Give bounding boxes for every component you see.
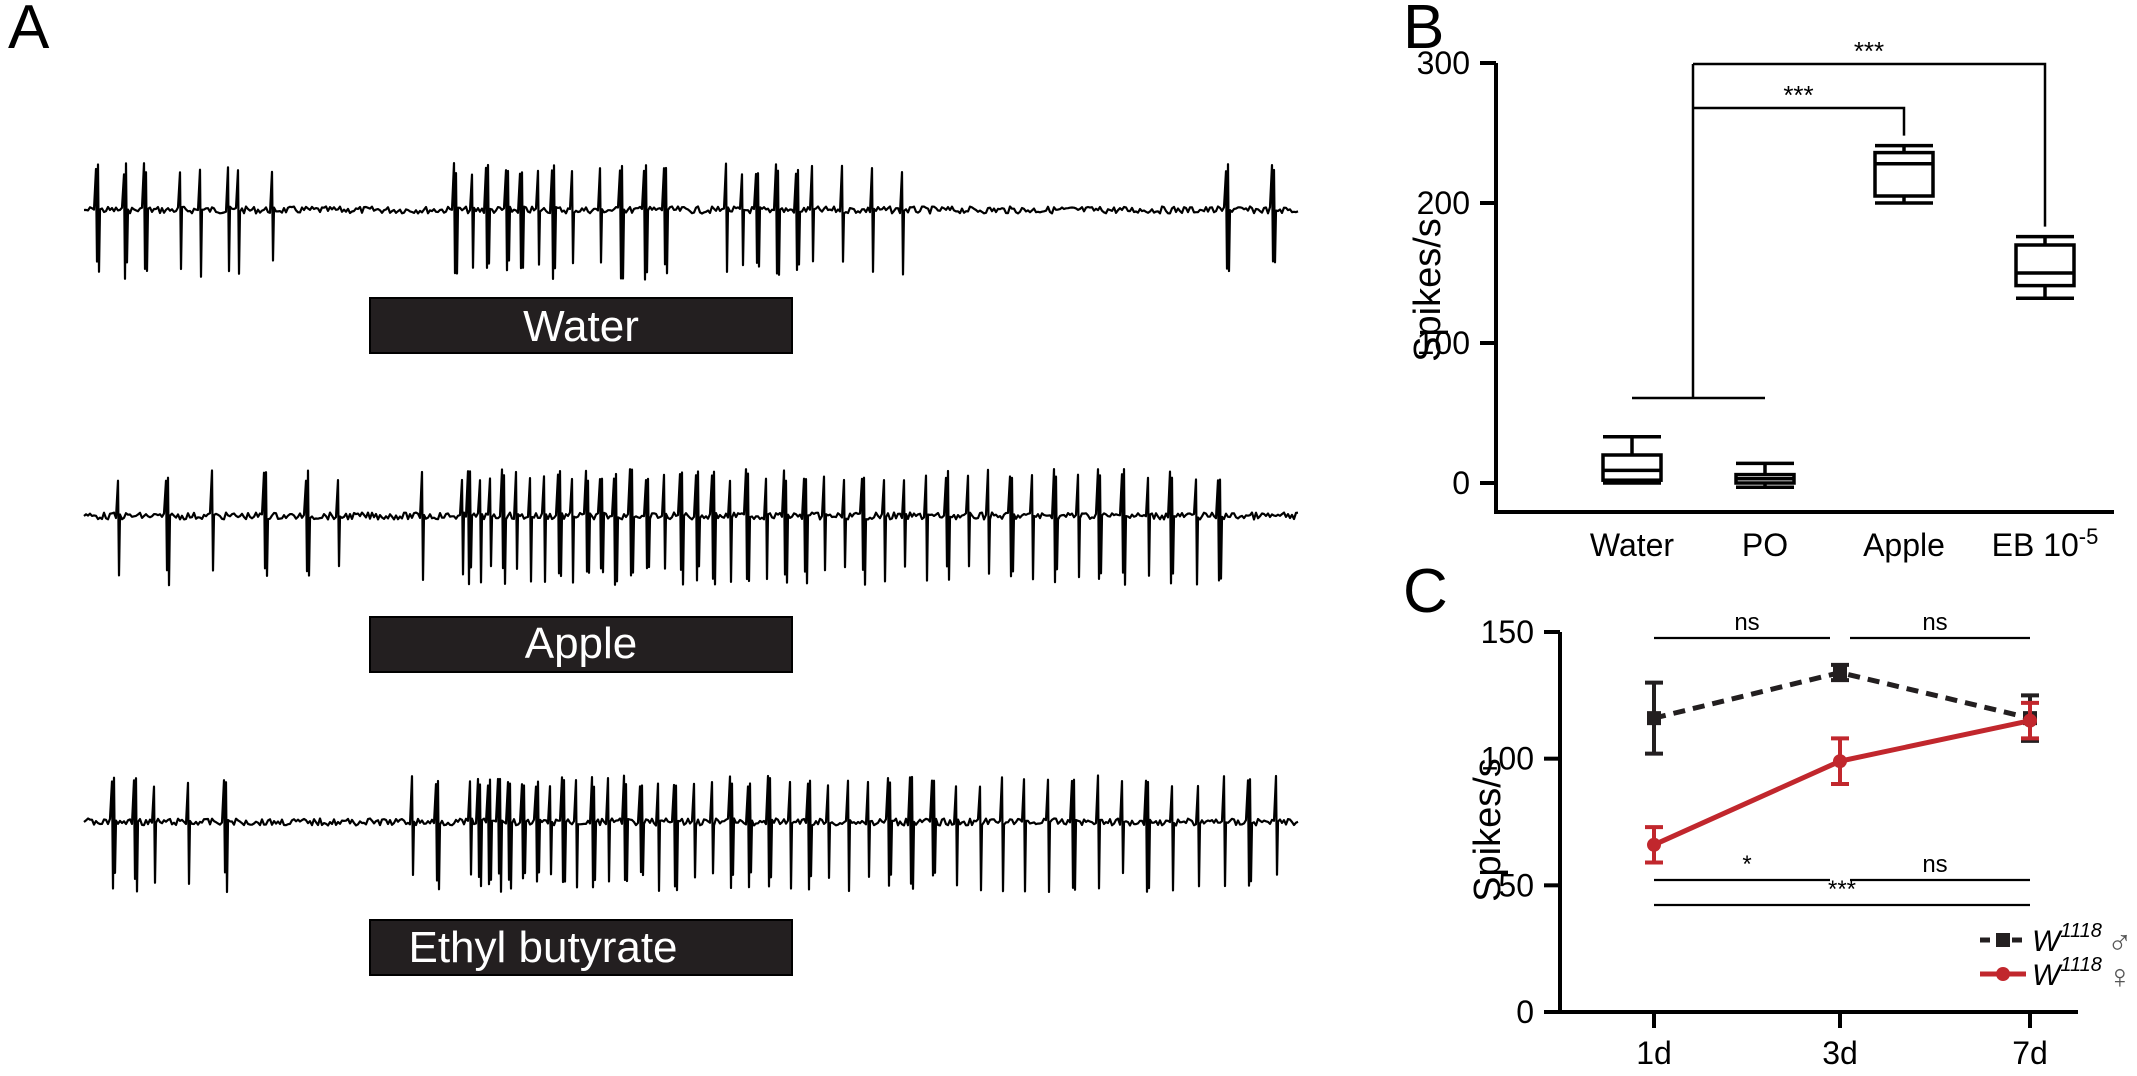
b-category-labels: Water PO Apple EB 10-5 bbox=[1590, 524, 2098, 563]
stimulus-label-water: Water bbox=[523, 302, 639, 351]
panel-c-letter: C bbox=[1403, 557, 1448, 626]
c-sig-bottom-label: ns bbox=[1922, 851, 1947, 878]
b-y-tick-label: 0 bbox=[1452, 465, 1470, 501]
b-y-tick-label: 100 bbox=[1417, 325, 1470, 361]
c-sig-bottom-label: * bbox=[1742, 851, 1751, 878]
c-x-tick-label: 3d bbox=[1822, 1035, 1858, 1071]
c-point bbox=[1833, 665, 1847, 680]
c-point bbox=[1647, 837, 1661, 852]
c-point bbox=[2023, 713, 2037, 728]
b-sig-bracket bbox=[1693, 106, 1906, 136]
panel-a-recordings: Water Apple Ethyl butyrate bbox=[83, 162, 1299, 976]
c-point bbox=[1647, 711, 1661, 726]
c-point bbox=[1833, 754, 1847, 769]
c-legend-marker bbox=[1996, 967, 2010, 981]
b-sig-label: *** bbox=[1783, 80, 1813, 110]
b-box-po bbox=[1734, 461, 1796, 489]
c-x-tick-label: 7d bbox=[2012, 1035, 2048, 1071]
c-legend-sex-symbol: ♂ bbox=[2107, 924, 2133, 962]
trace-apple bbox=[83, 467, 1299, 587]
c-legend-marker bbox=[1996, 933, 2010, 947]
b-category-label: EB 10-5 bbox=[1992, 524, 2099, 563]
c-legend-sex-symbol: ♀ bbox=[2107, 958, 2133, 996]
c-y-tick-label: 50 bbox=[1498, 867, 1534, 903]
c-legend-item-male: W1118 ♂ bbox=[1980, 920, 2133, 962]
c-legend-label: W1118 bbox=[2032, 954, 2102, 992]
b-y-tick-label: 300 bbox=[1417, 45, 1470, 81]
c-y-ticks: 0 50 100 150 bbox=[1481, 614, 1560, 1030]
c-significance: ns ns * ns *** bbox=[1654, 609, 2030, 907]
c-legend-item-female: W1118 ♀ bbox=[1980, 954, 2133, 996]
stimulus-bar-water bbox=[369, 297, 793, 354]
c-y-tick-label: 150 bbox=[1481, 614, 1534, 650]
b-y-ticks: 0 100 200 300 bbox=[1417, 45, 1496, 501]
b-box-water bbox=[1601, 435, 1663, 485]
b-category-label: PO bbox=[1742, 527, 1788, 563]
b-box-eb-10 bbox=[2014, 234, 2076, 300]
c-series bbox=[1645, 662, 2039, 865]
stimulus-label-ethyl-butyrate: Ethyl butyrate bbox=[408, 923, 677, 972]
trace-water bbox=[83, 162, 1299, 281]
c-sig-bottom-label: *** bbox=[1828, 876, 1856, 903]
b-significance: *** *** bbox=[1632, 36, 2047, 400]
c-y-tick-label: 100 bbox=[1481, 741, 1534, 777]
b-sig-label: *** bbox=[1854, 36, 1884, 66]
stimulus-bar-ethyl-butyrate bbox=[369, 919, 793, 976]
c-sig-top-label: ns bbox=[1734, 609, 1759, 636]
c-legend-label: W1118 bbox=[2032, 920, 2102, 958]
c-x-ticks: 1d 3d 7d bbox=[1636, 1012, 2048, 1071]
panel-a-letter: A bbox=[8, 0, 50, 62]
b-category-label: Apple bbox=[1863, 527, 1945, 563]
c-sig-top-label: ns bbox=[1922, 609, 1947, 636]
stimulus-label-apple: Apple bbox=[525, 619, 638, 668]
b-y-axis-title: Spikes/s bbox=[1407, 218, 1449, 362]
c-y-tick-label: 0 bbox=[1516, 994, 1534, 1030]
b-boxes bbox=[1601, 143, 2076, 489]
b-y-tick-label: 200 bbox=[1417, 185, 1470, 221]
c-legend: W1118 ♂W1118 ♀ bbox=[1980, 920, 2133, 996]
b-box-apple bbox=[1873, 143, 1935, 205]
b-category-label: Water bbox=[1590, 527, 1675, 563]
c-y-axis-title: Spikes/s bbox=[1467, 758, 1509, 902]
panel-b-letter: B bbox=[1403, 0, 1444, 62]
trace-ethyl-butyrate bbox=[83, 774, 1299, 894]
c-x-tick-label: 1d bbox=[1636, 1035, 1672, 1071]
c-series-female bbox=[1645, 700, 2039, 865]
panel-c-linechart: 0 50 100 150 Spikes/s 1d 3d 7d ns ns * ns *** W11… bbox=[1467, 609, 2133, 1071]
b-sig-bracket bbox=[1693, 62, 2047, 227]
stimulus-bar-apple bbox=[369, 616, 793, 673]
